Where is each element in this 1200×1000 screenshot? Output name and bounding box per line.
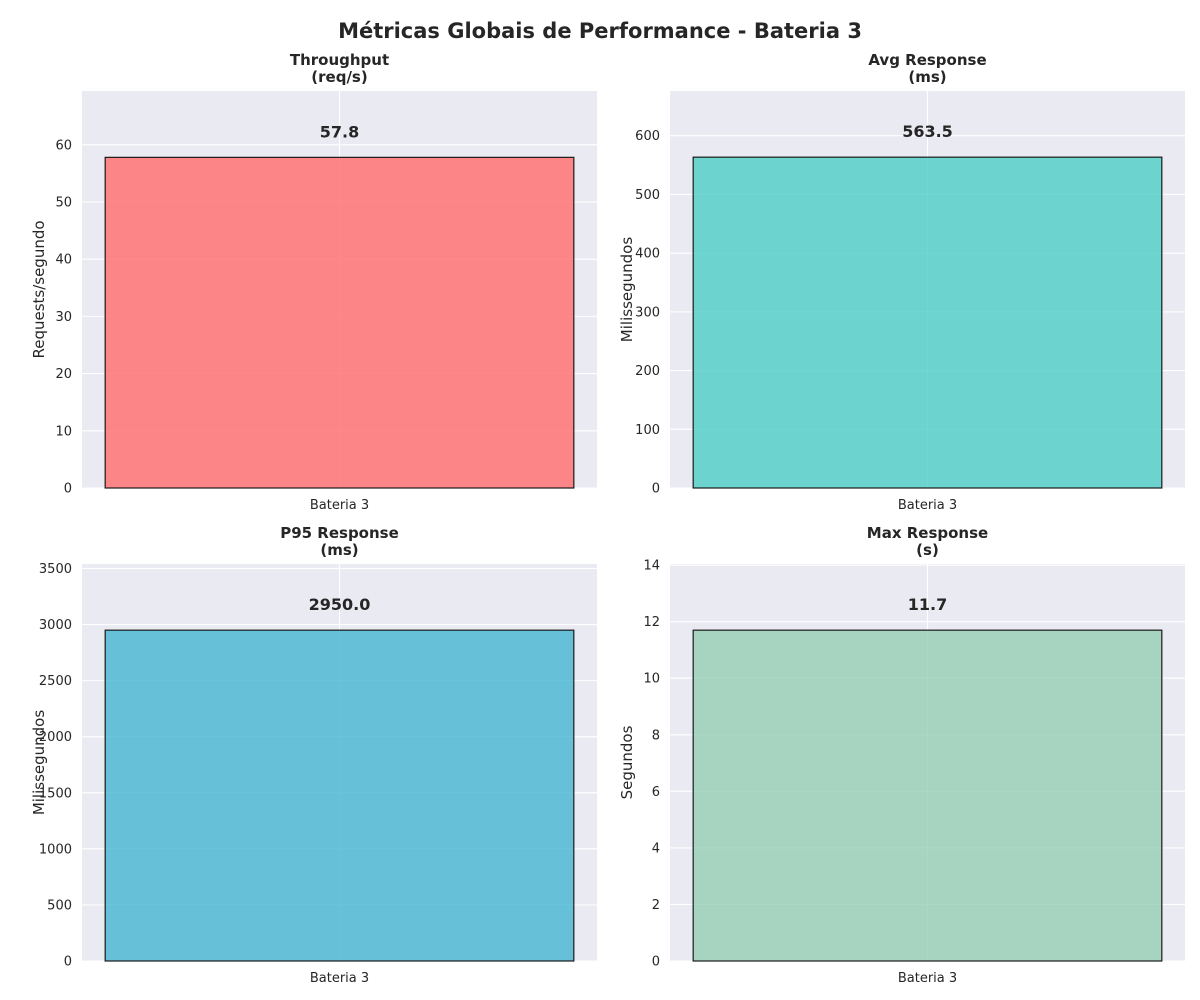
bar	[104, 629, 575, 962]
y-tick-label: 50	[55, 195, 72, 210]
panel-title-line1: Max Response	[867, 524, 988, 542]
y-tick-label: 0	[652, 482, 660, 497]
bar-value-label: 563.5	[902, 122, 953, 141]
p95-response-panel: P95 Response (ms) 0 500 1000 1500 2000 2500 30…	[30, 524, 597, 986]
y-axis-label: Milissegundos	[618, 237, 636, 343]
y-axis-label: Segundos	[618, 725, 636, 799]
y-tick-label: 2000	[39, 730, 72, 745]
y-tick-label: 600	[635, 129, 660, 144]
y-tick-label: 500	[47, 898, 72, 913]
bar	[692, 156, 1163, 489]
panel-title-line1: P95 Response	[280, 524, 399, 542]
panel-title-line2: (req/s)	[311, 68, 367, 86]
bar-series: 2950.0 Bateria 3	[104, 595, 575, 986]
x-tick-label: Bateria 3	[898, 971, 957, 986]
y-tick-label: 3000	[39, 618, 72, 633]
bar-value-label: 11.7	[908, 595, 947, 614]
bar-value-label: 57.8	[320, 122, 359, 141]
y-tick-label: 500	[635, 188, 660, 203]
y-tick-label: 400	[635, 247, 660, 262]
bar	[692, 629, 1163, 962]
throughput-panel: Throughput (req/s) 0 10 20 30 40 50 60 57.8 Bat…	[30, 51, 597, 513]
y-tick-label: 4	[652, 841, 660, 856]
bar-value-label: 2950.0	[309, 595, 371, 614]
y-tick-label: 100	[635, 423, 660, 438]
figure-title: Métricas Globais de Performance - Bateri…	[338, 19, 862, 43]
panel-title-line1: Avg Response	[868, 51, 986, 69]
panel-title-line1: Throughput	[290, 51, 389, 69]
y-tick-label: 20	[55, 367, 72, 382]
y-tick-label: 0	[652, 955, 660, 970]
panel-title-line2: (ms)	[320, 541, 358, 559]
avg-response-panel: Avg Response (ms) 0 100 200 300 400 500 600 56…	[618, 51, 1185, 513]
y-tick-label: 2500	[39, 674, 72, 689]
y-tick-labels: 0 10 20 30 40 50 60	[55, 138, 72, 496]
y-tick-label: 12	[643, 615, 660, 630]
y-tick-label: 300	[635, 305, 660, 320]
bar-series: 11.7 Bateria 3	[692, 595, 1163, 986]
y-tick-label: 30	[55, 310, 72, 325]
x-tick-label: Bateria 3	[310, 971, 369, 986]
max-response-panel: Max Response (s) 0 2 4 6 8 10 12 14 11.7 Bateria…	[618, 524, 1185, 986]
y-tick-labels: 0 2 4 6 8 10 12 14	[643, 559, 660, 970]
y-axis-label: Requests/segundo	[30, 220, 48, 358]
y-tick-label: 1500	[39, 786, 72, 801]
y-tick-label: 40	[55, 253, 72, 268]
y-tick-label: 2	[652, 898, 660, 913]
bar	[104, 156, 575, 489]
bar-series: 57.8 Bateria 3	[104, 122, 575, 513]
y-tick-label: 200	[635, 364, 660, 379]
x-tick-label: Bateria 3	[310, 498, 369, 513]
y-tick-labels: 0 100 200 300 400 500 600	[635, 129, 660, 496]
y-tick-label: 60	[55, 138, 72, 153]
y-tick-label: 6	[652, 785, 660, 800]
y-tick-labels: 0 500 1000 1500 2000 2500 3000 3500	[39, 562, 72, 970]
y-tick-label: 14	[643, 559, 660, 574]
y-tick-label: 10	[643, 672, 660, 687]
x-tick-label: Bateria 3	[898, 498, 957, 513]
panel-title-line2: (s)	[916, 541, 939, 559]
y-tick-label: 8	[652, 728, 660, 743]
y-tick-label: 0	[64, 955, 72, 970]
panel-title-line2: (ms)	[908, 68, 946, 86]
bar-series: 563.5 Bateria 3	[692, 122, 1163, 513]
y-tick-label: 1000	[39, 842, 72, 857]
y-tick-label: 3500	[39, 562, 72, 577]
y-tick-label: 0	[64, 482, 72, 497]
y-tick-label: 10	[55, 424, 72, 439]
y-axis-label: Milissegundos	[30, 710, 48, 816]
